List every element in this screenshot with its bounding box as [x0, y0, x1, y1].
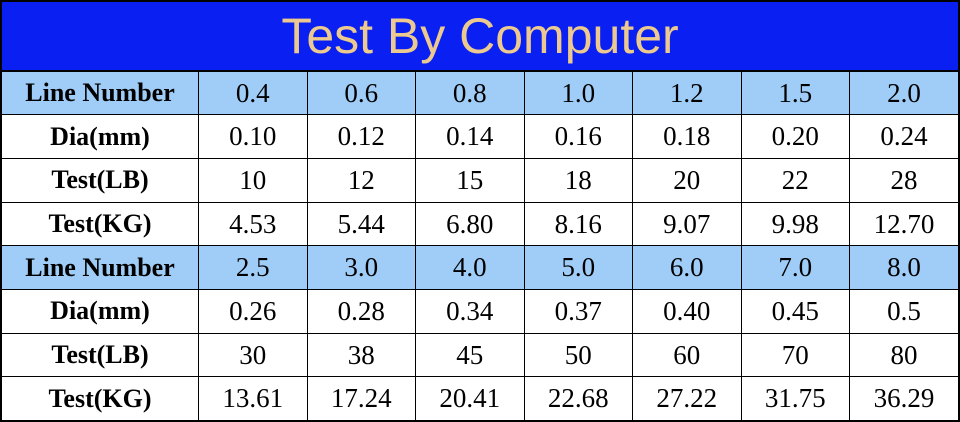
table-cell: 0.37: [523, 289, 633, 334]
table-cell: 50: [523, 332, 633, 378]
row-header: Dia(mm): [2, 114, 199, 160]
row-header: Dia(mm): [2, 289, 199, 334]
table-row: Test(KG) 4.53 5.44 6.80 8.16 9.07 9.98 12.70: [2, 201, 958, 247]
table-row: Test(LB) 30 38 45 50 60 70 80: [2, 332, 958, 378]
table-row: Test(LB) 10 12 15 18 20 22 28: [2, 158, 958, 203]
table-cell: 28: [849, 158, 958, 203]
table-cell: 45: [415, 332, 525, 378]
table-cell: 17.24: [306, 376, 416, 420]
table-cell: 0.16: [523, 114, 633, 160]
row-header: Test(KG): [2, 376, 199, 420]
table-cell: 0.5: [849, 289, 958, 334]
table-cell: 6.0: [632, 245, 742, 291]
table-cell: 1.2: [632, 72, 742, 116]
table-cell: 0.45: [740, 289, 850, 334]
table-cell: 18: [523, 158, 633, 203]
table-cell: 13.61: [198, 376, 308, 420]
table-cell: 22: [740, 158, 850, 203]
table-cell: 1.0: [523, 72, 633, 116]
table-cell: 0.24: [849, 114, 958, 160]
table-cell: 2.5: [198, 245, 308, 291]
table-cell: 20.41: [415, 376, 525, 420]
row-header: Line Number: [2, 245, 199, 291]
table-cell: 60: [632, 332, 742, 378]
table-cell: 1.5: [740, 72, 850, 116]
table-cell: 0.10: [198, 114, 308, 160]
table-cell: 15: [415, 158, 525, 203]
row-header: Test(LB): [2, 158, 199, 203]
table-cell: 0.18: [632, 114, 742, 160]
table-cell: 80: [849, 332, 958, 378]
table-cell: 0.14: [415, 114, 525, 160]
table-row: Line Number 2.5 3.0 4.0 5.0 6.0 7.0 8.0: [2, 245, 958, 291]
table-cell: 5.0: [523, 245, 633, 291]
table-cell: 4.0: [415, 245, 525, 291]
table-cell: 12.70: [849, 201, 958, 247]
table-row: Line Number 0.4 0.6 0.8 1.0 1.2 1.5 2.0: [2, 72, 958, 116]
table-cell: 38: [306, 332, 416, 378]
table-cell: 0.12: [306, 114, 416, 160]
spec-table: Line Number 0.4 0.6 0.8 1.0 1.2 1.5 2.0 Dia(mm) 0…: [2, 72, 958, 420]
table-cell: 20: [632, 158, 742, 203]
table-cell: 30: [198, 332, 308, 378]
table-cell: 7.0: [740, 245, 850, 291]
table-row: Dia(mm) 0.10 0.12 0.14 0.16 0.18 0.20 0.24: [2, 114, 958, 160]
table-cell: 0.4: [198, 72, 308, 116]
table-cell: 0.26: [198, 289, 308, 334]
table-cell: 70: [740, 332, 850, 378]
table-cell: 2.0: [849, 72, 958, 116]
title: Test By Computer: [2, 2, 958, 72]
table-cell: 9.98: [740, 201, 850, 247]
table-cell: 0.8: [415, 72, 525, 116]
table-cell: 22.68: [523, 376, 633, 420]
table-cell: 8.0: [849, 245, 958, 291]
table-cell: 5.44: [306, 201, 416, 247]
table-cell: 8.16: [523, 201, 633, 247]
table-cell: 6.80: [415, 201, 525, 247]
table-cell: 0.6: [306, 72, 416, 116]
table-cell: 0.40: [632, 289, 742, 334]
table-cell: 10: [198, 158, 308, 203]
table-cell: 36.29: [849, 376, 958, 420]
table-cell: 9.07: [632, 201, 742, 247]
row-header: Test(KG): [2, 201, 199, 247]
row-header: Line Number: [2, 72, 199, 116]
table-cell: 12: [306, 158, 416, 203]
table-cell: 0.20: [740, 114, 850, 160]
table-cell: 4.53: [198, 201, 308, 247]
row-header: Test(LB): [2, 332, 199, 378]
table-cell: 27.22: [632, 376, 742, 420]
table-cell: 31.75: [740, 376, 850, 420]
table-row: Test(KG) 13.61 17.24 20.41 22.68 27.22 31.75 36…: [2, 376, 958, 420]
table-cell: 3.0: [306, 245, 416, 291]
table-cell: 0.28: [306, 289, 416, 334]
table-row: Dia(mm) 0.26 0.28 0.34 0.37 0.40 0.45 0.5: [2, 289, 958, 334]
table-cell: 0.34: [415, 289, 525, 334]
